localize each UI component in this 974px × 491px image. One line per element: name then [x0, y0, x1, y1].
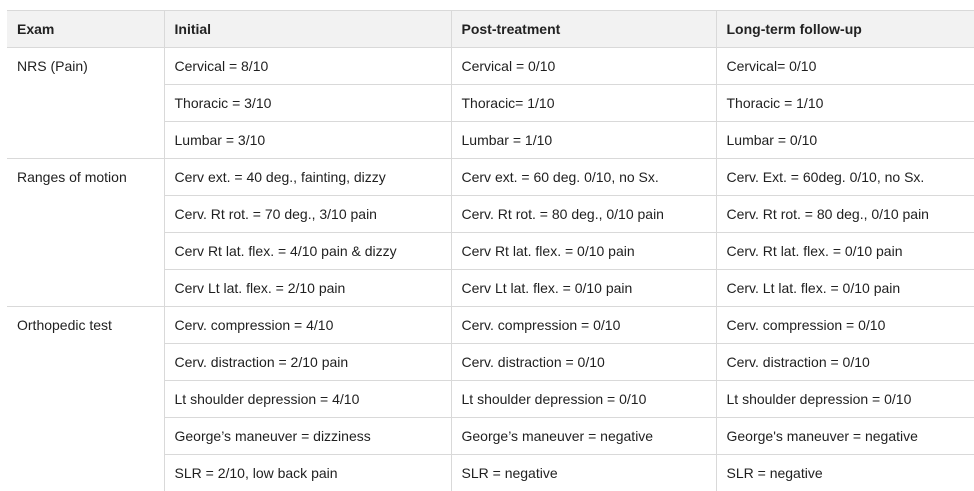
initial-cell: Thoracic = 3/10: [164, 85, 451, 122]
exam-cell: [7, 381, 164, 418]
follow-up-cell: Lt shoulder depression = 0/10: [716, 381, 974, 418]
post-treatment-cell: Cerv Rt lat. flex. = 0/10 pain: [451, 233, 716, 270]
follow-up-cell: Thoracic = 1/10: [716, 85, 974, 122]
follow-up-cell: Cerv. Rt rot. = 80 deg., 0/10 pain: [716, 196, 974, 233]
initial-cell: Cerv. compression = 4/10: [164, 307, 451, 344]
exam-cell: [7, 233, 164, 270]
post-treatment-cell: SLR = negative: [451, 455, 716, 491]
follow-up-cell: George's maneuver = negative: [716, 418, 974, 455]
table-row: Cerv Rt lat. flex. = 4/10 pain & dizzy C…: [7, 233, 974, 270]
follow-up-cell: Cerv. distraction = 0/10: [716, 344, 974, 381]
table-row: Cerv Lt lat. flex. = 2/10 pain Cerv Lt l…: [7, 270, 974, 307]
exam-results-table: Exam Initial Post-treatment Long-term fo…: [7, 10, 974, 491]
header-post-treatment: Post-treatment: [451, 11, 716, 48]
follow-up-cell: Cervical= 0/10: [716, 48, 974, 85]
header-initial: Initial: [164, 11, 451, 48]
exam-cell: [7, 270, 164, 307]
initial-cell: Cerv. distraction = 2/10 pain: [164, 344, 451, 381]
table-row: Cerv. distraction = 2/10 pain Cerv. dist…: [7, 344, 974, 381]
initial-cell: Cerv. Rt rot. = 70 deg., 3/10 pain: [164, 196, 451, 233]
post-treatment-cell: George’s maneuver = negative: [451, 418, 716, 455]
initial-cell: SLR = 2/10, low back pain: [164, 455, 451, 491]
initial-cell: Lumbar = 3/10: [164, 122, 451, 159]
table-row: SLR = 2/10, low back pain SLR = negative…: [7, 455, 974, 491]
table-row: Orthopedic test Cerv. compression = 4/10…: [7, 307, 974, 344]
header-row: Exam Initial Post-treatment Long-term fo…: [7, 11, 974, 48]
initial-cell: Cerv Lt lat. flex. = 2/10 pain: [164, 270, 451, 307]
header-long-term-follow-up: Long-term follow-up: [716, 11, 974, 48]
exam-cell: [7, 85, 164, 122]
initial-cell: Cerv ext. = 40 deg., fainting, dizzy: [164, 159, 451, 196]
exam-cell: Orthopedic test: [7, 307, 164, 344]
table-row: Thoracic = 3/10 Thoracic= 1/10 Thoracic …: [7, 85, 974, 122]
post-treatment-cell: Cerv. distraction = 0/10: [451, 344, 716, 381]
post-treatment-cell: Cerv. compression = 0/10: [451, 307, 716, 344]
follow-up-cell: Cerv. Lt lat. flex. = 0/10 pain: [716, 270, 974, 307]
initial-cell: Lt shoulder depression = 4/10: [164, 381, 451, 418]
post-treatment-cell: Cerv ext. = 60 deg. 0/10, no Sx.: [451, 159, 716, 196]
exam-cell: Ranges of motion: [7, 159, 164, 196]
table-body: NRS (Pain) Cervical = 8/10 Cervical = 0/…: [7, 48, 974, 491]
table-row: Lumbar = 3/10 Lumbar = 1/10 Lumbar = 0/1…: [7, 122, 974, 159]
initial-cell: Cervical = 8/10: [164, 48, 451, 85]
initial-cell: Cerv Rt lat. flex. = 4/10 pain & dizzy: [164, 233, 451, 270]
table-row: Cerv. Rt rot. = 70 deg., 3/10 pain Cerv.…: [7, 196, 974, 233]
post-treatment-cell: Cerv Lt lat. flex. = 0/10 pain: [451, 270, 716, 307]
follow-up-cell: Lumbar = 0/10: [716, 122, 974, 159]
follow-up-cell: SLR = negative: [716, 455, 974, 491]
post-treatment-cell: Lumbar = 1/10: [451, 122, 716, 159]
table-row: Ranges of motion Cerv ext. = 40 deg., fa…: [7, 159, 974, 196]
initial-cell: George’s maneuver = dizziness: [164, 418, 451, 455]
table-row: Lt shoulder depression = 4/10 Lt shoulde…: [7, 381, 974, 418]
post-treatment-cell: Thoracic= 1/10: [451, 85, 716, 122]
table-row: George’s maneuver = dizziness George’s m…: [7, 418, 974, 455]
exam-cell: [7, 344, 164, 381]
post-treatment-cell: Lt shoulder depression = 0/10: [451, 381, 716, 418]
header-exam: Exam: [7, 11, 164, 48]
follow-up-cell: Cerv. compression = 0/10: [716, 307, 974, 344]
post-treatment-cell: Cerv. Rt rot. = 80 deg., 0/10 pain: [451, 196, 716, 233]
follow-up-cell: Cerv. Rt lat. flex. = 0/10 pain: [716, 233, 974, 270]
exam-cell: [7, 196, 164, 233]
exam-cell: [7, 418, 164, 455]
follow-up-cell: Cerv. Ext. = 60deg. 0/10, no Sx.: [716, 159, 974, 196]
table-row: NRS (Pain) Cervical = 8/10 Cervical = 0/…: [7, 48, 974, 85]
exam-cell: NRS (Pain): [7, 48, 164, 85]
exam-cell: [7, 122, 164, 159]
exam-cell: [7, 455, 164, 491]
post-treatment-cell: Cervical = 0/10: [451, 48, 716, 85]
